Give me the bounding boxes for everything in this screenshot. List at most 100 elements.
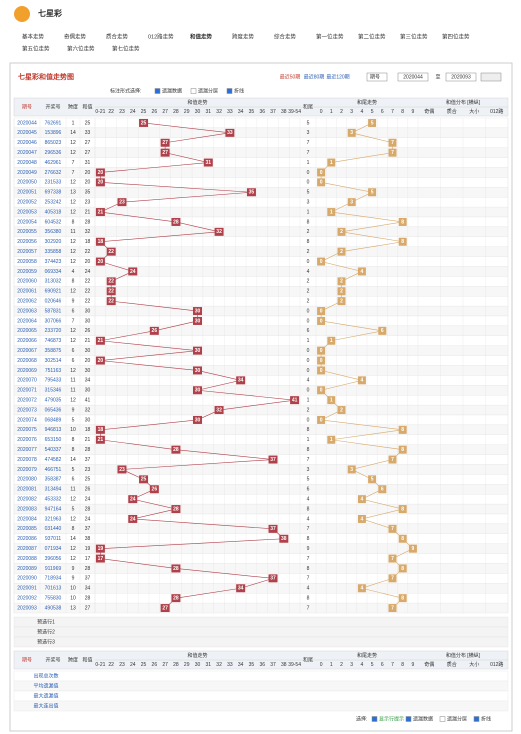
nav-link[interactable]: 奇偶走势 [64, 32, 87, 40]
trend-column-header: 39-54 [288, 662, 301, 668]
nav-link[interactable]: 综合走势 [274, 32, 297, 40]
tail-marker [388, 455, 397, 464]
to-value[interactable]: 2020093 [451, 74, 471, 80]
tail-marker [317, 415, 326, 424]
nav-link[interactable]: 第四位走势 [442, 32, 470, 40]
logo [14, 6, 30, 22]
nav-link[interactable]: 第五位走势 [22, 44, 50, 52]
range-link[interactable]: 最近50期 [280, 73, 301, 80]
nav-link[interactable]: 012路走势 [148, 32, 174, 40]
mark-checkbox[interactable] [226, 88, 233, 94]
preselect-row[interactable] [13, 626, 509, 638]
row-tail: 8 [307, 447, 310, 453]
row-span: 12 [70, 150, 76, 156]
row-span: 11 [70, 487, 75, 493]
tail-marker [317, 257, 326, 266]
row-span: 12 [70, 516, 76, 522]
mark-checkbox[interactable] [190, 88, 197, 94]
sum-marker-label: 41 [292, 397, 298, 403]
mark-checkbox[interactable] [154, 88, 161, 94]
tail-marker-label: 7 [391, 556, 394, 562]
nav-link[interactable]: 第六位走势 [67, 44, 95, 52]
nav-link[interactable]: 质合走势 [106, 32, 129, 40]
sum-marker-label: 27 [162, 150, 168, 156]
row-span: 12 [70, 249, 76, 255]
row-sum: 34 [85, 586, 91, 592]
row-issue: 2020065 [17, 328, 37, 334]
footer-option[interactable]: 显示行提示 [379, 715, 404, 722]
select[interactable] [366, 72, 388, 82]
trend-column-header: 35 [249, 109, 255, 115]
row-draw: 302920 [45, 239, 62, 245]
tail-marker [317, 307, 326, 316]
row-tail: 8 [307, 219, 310, 225]
footer-option[interactable]: 折线 [481, 715, 491, 722]
range-link[interactable]: 最近80期 [304, 73, 325, 80]
footer-checkbox[interactable] [473, 716, 480, 722]
row-sum: 28 [85, 566, 91, 572]
select-label[interactable]: 期号 [370, 74, 380, 80]
range-link[interactable]: 最近120期 [326, 73, 349, 80]
row-issue: 2020073 [17, 407, 37, 413]
tail-column-header: 3 [350, 662, 353, 668]
mark-label: 标注形式选择: [110, 87, 141, 94]
dist-column-header: 质合 [447, 108, 457, 115]
tail-marker [317, 168, 326, 177]
row-tail: 1 [307, 338, 310, 344]
nav-link[interactable]: 跨度走势 [232, 32, 255, 40]
tail-marker [337, 277, 346, 286]
trend-column-header: 26 [152, 109, 158, 115]
sum-marker-label: 17 [98, 556, 104, 562]
sum-marker-label: 34 [238, 378, 244, 384]
from-value[interactable]: 2020044 [403, 74, 423, 80]
tail-marker [398, 425, 407, 434]
tail-marker-label: 7 [391, 526, 394, 532]
sum-marker [193, 386, 202, 395]
footer-option[interactable]: 遗漏分层 [447, 715, 467, 722]
footer-option[interactable]: 遗漏数据 [413, 715, 433, 722]
row-sum: 38 [85, 536, 91, 542]
row-draw: 865023 [45, 140, 62, 146]
mark-option[interactable]: 遗漏数据 [162, 87, 182, 94]
row-sum: 27 [85, 150, 91, 156]
row-draw: 233720 [45, 328, 62, 334]
nav-link[interactable]: 第七位走势 [112, 44, 140, 52]
footer-checkbox[interactable] [405, 716, 412, 722]
tail-marker-label: 0 [320, 318, 323, 324]
nav-link[interactable]: 第一位走势 [316, 32, 344, 40]
from-input[interactable] [397, 72, 429, 82]
row-span: 9 [72, 298, 75, 304]
footer-checkbox[interactable] [371, 716, 378, 722]
column-header: 期号 [22, 657, 32, 663]
row-draw: 746873 [45, 338, 62, 344]
preselect-row[interactable] [13, 636, 509, 648]
row-issue: 2020045 [17, 130, 37, 136]
tail-marker [337, 247, 346, 256]
row-tail: 0 [307, 358, 310, 364]
nav-link[interactable]: 和值走势 [190, 32, 213, 40]
tail-marker [347, 128, 356, 137]
row-span: 12 [70, 239, 76, 245]
nav-link[interactable]: 基本走势 [22, 32, 45, 40]
sum-marker-label: 27 [162, 140, 168, 146]
mark-option[interactable]: 遗漏分层 [198, 87, 218, 94]
row-span: 7 [72, 318, 75, 324]
mark-option[interactable]: 折线 [234, 87, 244, 94]
row-issue: 2020092 [17, 595, 37, 601]
to-input[interactable] [445, 72, 477, 82]
row-sum: 25 [85, 477, 91, 483]
tail-marker-label: 3 [350, 130, 353, 136]
row-draw: 358387 [45, 477, 62, 483]
sum-marker [171, 217, 181, 226]
row-sum: 32 [85, 229, 91, 235]
nav-link[interactable]: 第二位走势 [358, 32, 386, 40]
sum-marker [106, 247, 116, 256]
search-button[interactable] [480, 72, 502, 82]
row-tail: 0 [307, 308, 310, 314]
footer-checkbox[interactable] [439, 716, 446, 722]
row-issue: 2020060 [17, 279, 37, 285]
sum-marker-label: 32 [216, 229, 222, 235]
nav-link[interactable]: 第三位走势 [400, 32, 428, 40]
preselect-row[interactable] [13, 616, 509, 628]
tail-marker-label: 1 [330, 397, 333, 403]
